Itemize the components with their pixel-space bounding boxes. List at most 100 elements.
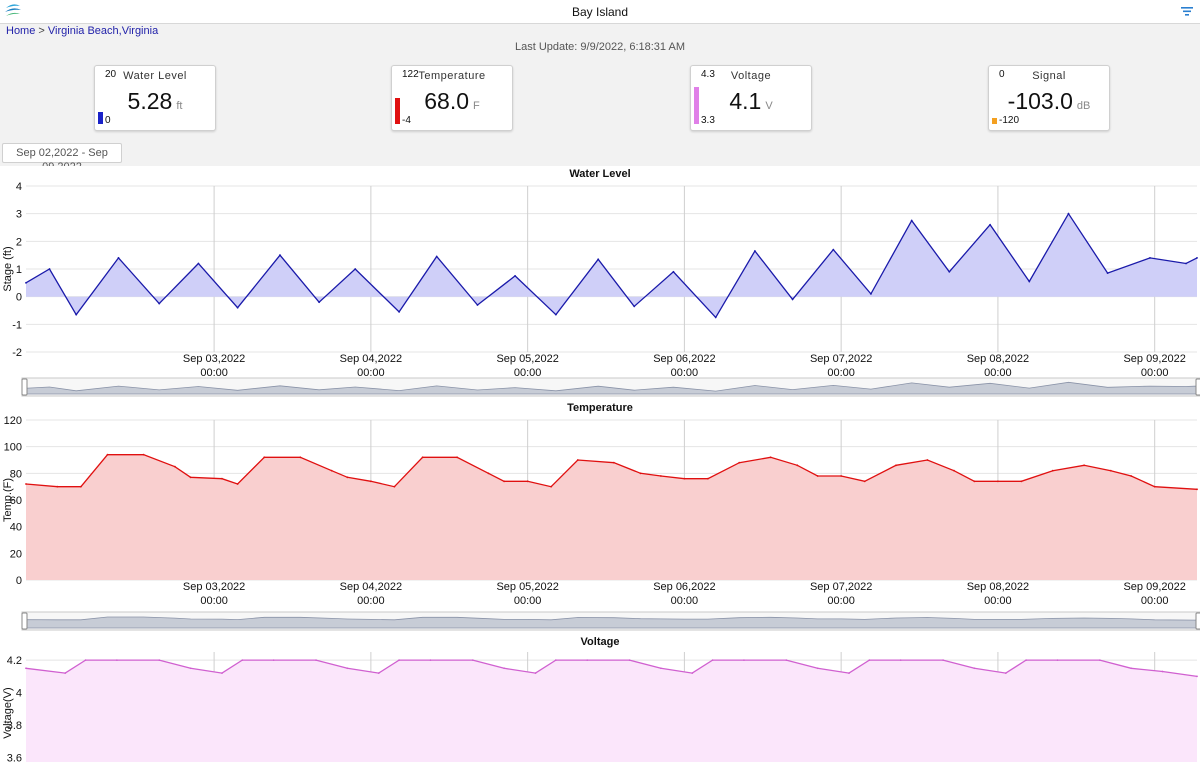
data-point: [236, 306, 239, 309]
data-point: [1028, 280, 1031, 283]
gauge-min: 3.3: [701, 115, 715, 126]
gauge-min: 0: [105, 115, 111, 126]
gauge-min: -4: [402, 115, 411, 126]
data-point: [659, 667, 662, 670]
data-point: [1149, 257, 1151, 259]
breadcrumb-home-link[interactable]: Home: [6, 25, 36, 37]
data-point: [754, 250, 756, 252]
x-tick-time: 00:00: [514, 595, 542, 607]
x-tick-time: 00:00: [357, 595, 385, 607]
range-handle-right[interactable]: [1195, 612, 1200, 630]
y-tick-label: 4.2: [7, 655, 22, 667]
y-axis-label: Temp.(F): [2, 478, 14, 522]
data-point: [711, 659, 714, 662]
metric-value-wrap: 5.28 ft: [95, 88, 215, 115]
metric-card[interactable]: 122 -4 Temperature 68.0 F: [391, 65, 513, 131]
range-handle-right[interactable]: [1195, 378, 1200, 396]
breadcrumb: Home > Virginia Beach,Virginia: [6, 25, 158, 37]
x-tick-date: Sep 03,2022: [183, 353, 245, 365]
y-tick-label: 0: [16, 575, 22, 587]
data-point: [743, 659, 745, 662]
data-point: [926, 459, 929, 461]
data-point: [241, 659, 244, 662]
data-point: [189, 476, 192, 479]
data-point: [997, 480, 999, 483]
data-point: [550, 485, 553, 488]
data-point: [554, 313, 557, 316]
data-point: [586, 659, 589, 662]
data-point: [659, 475, 662, 477]
range-handle-left[interactable]: [21, 378, 28, 396]
x-tick-time: 00:00: [984, 595, 1012, 607]
data-point: [816, 667, 819, 670]
data-point: [1161, 670, 1164, 673]
data-point: [116, 659, 118, 662]
data-point: [174, 465, 176, 468]
data-point: [1106, 272, 1109, 275]
data-point: [848, 672, 850, 675]
chart-title: Temperature: [567, 402, 633, 414]
data-point: [910, 219, 913, 222]
data-point: [79, 485, 82, 488]
data-point: [633, 305, 636, 308]
data-point: [503, 480, 506, 483]
metric-value: 68.0: [424, 88, 470, 114]
top-bar: Bay Island: [0, 0, 1200, 24]
y-tick-label: 3.6: [7, 753, 22, 762]
metric-unit: dB: [1076, 100, 1091, 112]
range-handle-left[interactable]: [21, 612, 28, 630]
voltage-chart[interactable]: Voltage 3.6 3.8 4 4.2 Voltage(V): [0, 634, 1200, 762]
metric-value: 5.28: [127, 88, 173, 114]
app-title: Bay Island: [571, 5, 629, 19]
y-tick-label: 80: [10, 468, 22, 480]
data-point: [75, 313, 78, 316]
data-point: [832, 248, 835, 251]
data-point: [683, 477, 686, 480]
data-point: [393, 485, 396, 488]
x-tick-time: 00:00: [1141, 367, 1169, 379]
x-tick-date: Sep 06,2022: [653, 353, 715, 365]
data-point: [236, 483, 239, 485]
data-point: [476, 304, 479, 306]
x-tick-time: 00:00: [984, 367, 1012, 379]
data-point: [973, 480, 976, 483]
series-area: [26, 213, 1197, 318]
data-point: [639, 472, 642, 475]
data-point: [221, 672, 223, 675]
water-level-chart[interactable]: Water Level -2 -1 0 1 2 3 4 Stage (ft) Sep 03,202…: [0, 166, 1200, 400]
data-point: [158, 302, 161, 305]
last-update-text: Last Update: 9/9/2022, 6:18:31 AM: [514, 41, 685, 53]
metric-value-wrap: 4.1 V: [691, 88, 811, 115]
metric-card[interactable]: 0 -120 Signal -103.0 dB: [988, 65, 1110, 131]
x-tick-date: Sep 04,2022: [340, 353, 402, 365]
data-point: [142, 453, 145, 456]
gauge-bar: [992, 118, 997, 124]
x-tick-date: Sep 09,2022: [1123, 581, 1185, 593]
data-point: [354, 268, 357, 270]
data-point: [816, 475, 819, 477]
x-tick-date: Sep 05,2022: [496, 581, 558, 593]
data-point: [597, 258, 600, 261]
data-point: [672, 270, 675, 273]
x-tick-date: Sep 07,2022: [810, 581, 872, 593]
metric-card[interactable]: 20 0 Water Level 5.28 ft: [94, 65, 216, 131]
data-point: [398, 310, 400, 313]
date-range-button[interactable]: Sep 02,2022 - Sep 09,2022: [2, 143, 122, 173]
data-point: [56, 485, 59, 488]
data-point: [514, 275, 516, 277]
data-point: [299, 456, 302, 459]
metric-name: Voltage: [730, 70, 772, 82]
data-point: [84, 659, 87, 662]
data-point: [487, 472, 490, 475]
data-point: [1196, 257, 1198, 259]
filter-icon[interactable]: [1180, 4, 1194, 18]
x-tick-time: 00:00: [671, 367, 699, 379]
data-point: [534, 672, 537, 675]
breadcrumb-location-link[interactable]: Virginia Beach,Virginia: [47, 25, 159, 37]
data-point: [612, 461, 615, 464]
metric-card[interactable]: 4.3 3.3 Voltage 4.1 V: [690, 65, 812, 131]
temperature-chart[interactable]: Temperature 0 20 40 60 80 100 120 Temp.(F) Sep 03…: [0, 400, 1200, 634]
x-tick-time: 00:00: [200, 367, 228, 379]
y-tick-label: 1: [16, 264, 22, 276]
data-point: [1051, 469, 1054, 472]
